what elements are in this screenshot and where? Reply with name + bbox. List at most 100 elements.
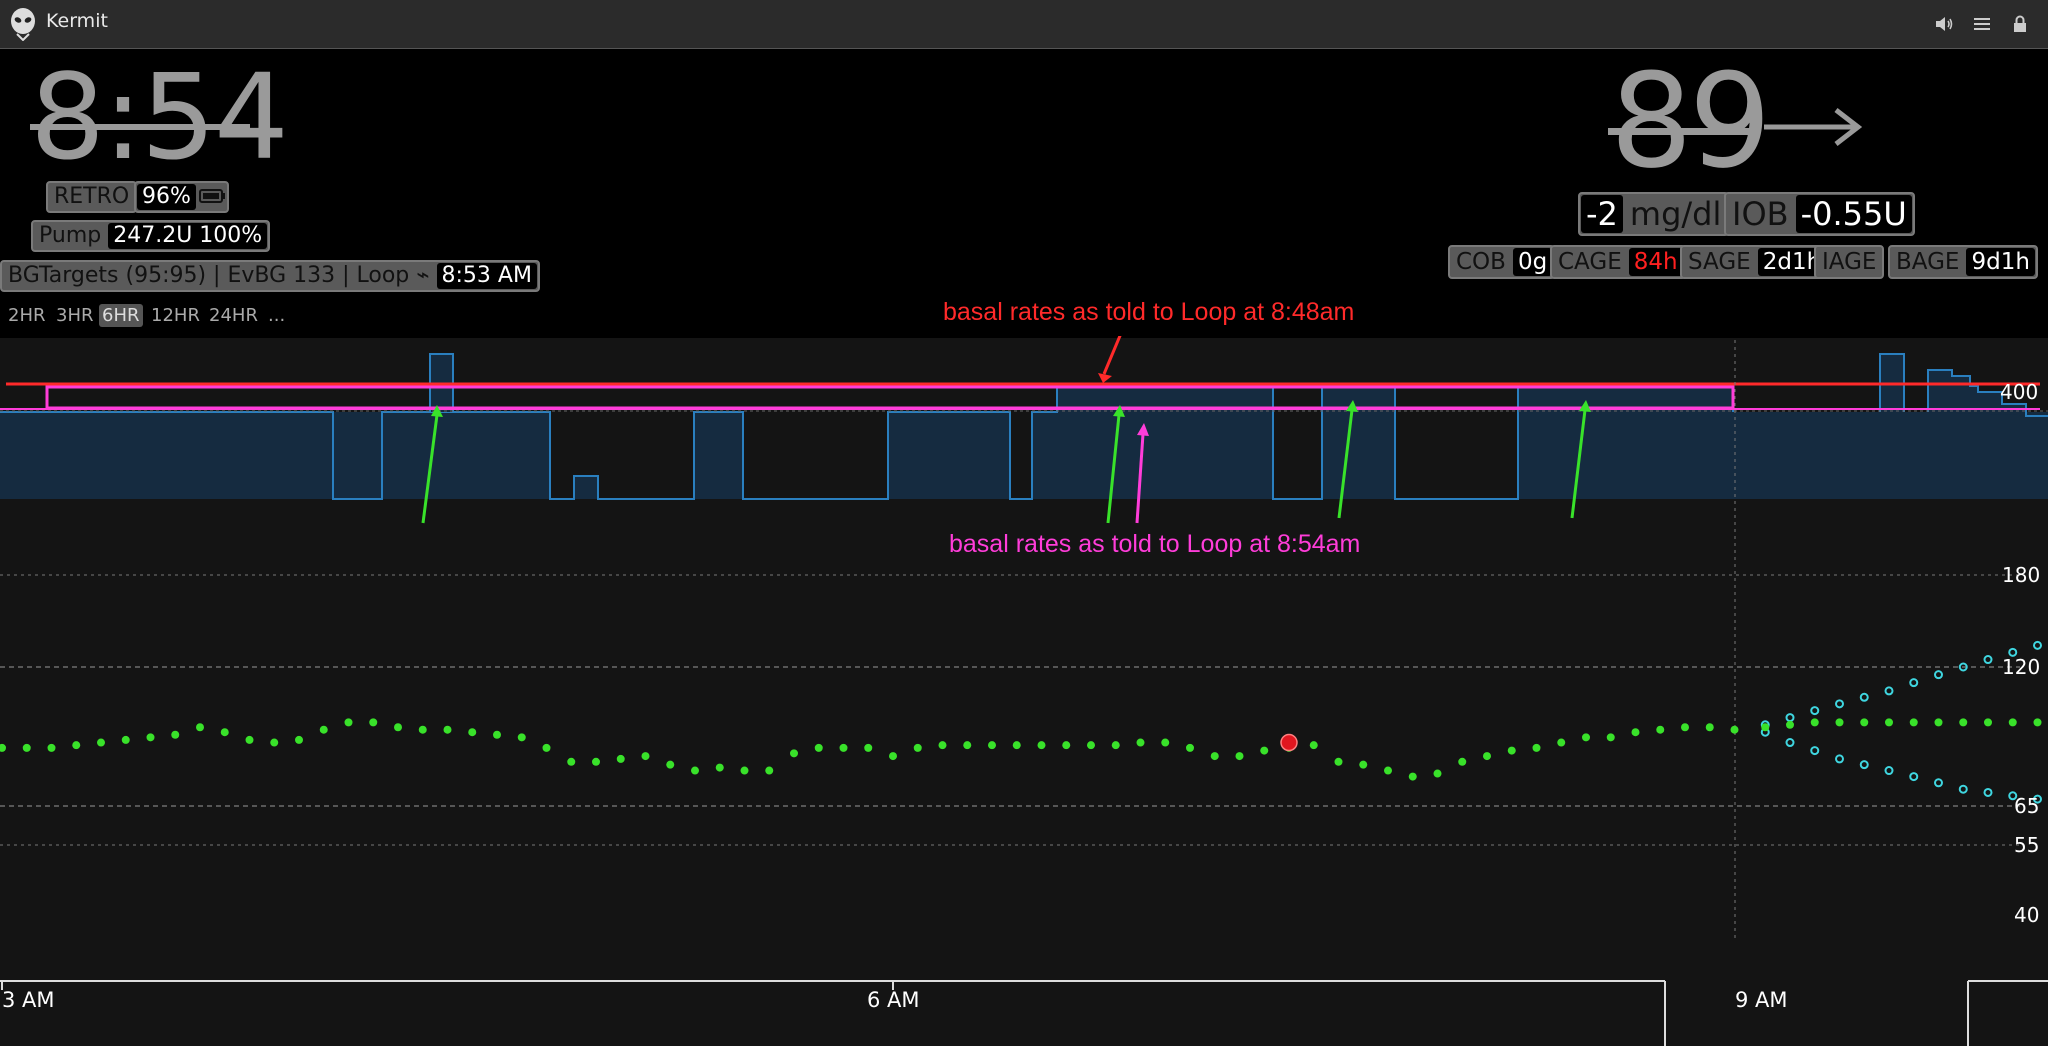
bg-point [1062,741,1071,750]
prediction-low-point [2008,791,2018,801]
y-label-120: 120 [2002,655,2041,679]
bg-point [295,735,303,744]
bg-point [344,718,353,727]
bg-point [517,733,526,742]
bg-point [1557,738,1566,747]
prediction-low-point [1785,738,1795,748]
bg-point [616,754,625,763]
y-label-400: 400 [2000,380,2039,404]
bg-point [1656,725,1665,734]
range-24hr[interactable]: 24HR [209,305,258,326]
prediction-mid-point [2033,718,2042,727]
green-arrow-4 [1570,409,1587,519]
prediction-high-point [1810,706,1820,716]
bg-point [146,733,155,742]
bg-point [369,718,378,727]
bg-point [1161,738,1170,747]
prediction-low-point [1983,787,1993,797]
prediction-high-point [2008,647,2018,657]
bg-point [1235,752,1244,761]
retro-badge: RETRO [46,181,138,213]
bg-point [493,730,501,739]
delta-unit: mg/dl [1629,195,1722,233]
green-arrowhead-4 [1579,400,1591,412]
bg-point [913,743,922,752]
bage-label: BAGE [1896,249,1960,275]
x-label-3am: 3 AM [2,988,55,1012]
bg-point [666,760,675,769]
red-arrow [1102,336,1122,375]
prediction-mid-point [2008,718,2017,727]
prediction-mid-point [1909,718,1918,727]
bg-point [1458,757,1467,766]
range-3hr[interactable]: 3HR [56,305,94,326]
prediction-low-point [1909,772,1919,782]
bg-value: 89 [1610,45,1771,197]
prediction-high-point [1934,670,1943,680]
prediction-mid-point [1934,718,1943,727]
pump-label: Pump [39,223,102,248]
prediction-low-point [1859,760,1869,770]
bg-point [196,723,204,732]
grid-lines [0,340,2020,940]
prediction-points [1760,640,2042,804]
prediction-low-point [1884,766,1894,776]
bg-point [1532,743,1541,752]
bg-point [567,757,576,766]
range-2hr[interactable]: 2HR [8,305,46,326]
bg-point [1582,733,1590,742]
prediction-low-point [1934,778,1943,788]
prediction-low-point [1810,746,1820,756]
bg-point [1408,772,1417,781]
bg-point [1136,738,1145,747]
bg-point [47,743,56,752]
bg-point [220,728,229,737]
bg-point [1631,728,1640,737]
range-12hr[interactable]: 12HR [151,305,200,326]
bg-point [1606,733,1615,742]
bg-point [814,743,823,752]
bg-point [1186,743,1194,752]
menu-icon[interactable] [1970,12,1994,36]
bg-point [121,735,130,744]
alien-logo-icon [11,8,35,41]
cage-badge: CAGE 84h [1550,245,1686,279]
bg-point [542,743,551,752]
loop-status-text: BGTargets (95:95) | EvBG 133 | Loop ⌁ [8,263,430,288]
prediction-low-point [1958,784,1968,794]
green-arrowhead-2 [1113,405,1125,417]
bg-point [592,757,600,766]
prediction-low-point [2033,794,2042,804]
bg-point [765,766,774,775]
bg-point [641,752,650,761]
y-label-55: 55 [2014,833,2040,857]
bg-point [1681,723,1689,732]
volume-icon[interactable] [1932,12,1956,36]
prediction-mid-point [1860,718,1869,727]
range-more[interactable]: ... [268,305,286,326]
highlighted-bg-point[interactable] [1280,733,1298,752]
bg-point [1705,723,1714,732]
bg-point [394,723,402,732]
bg-point [319,725,328,734]
green-arrowhead-3 [1346,400,1358,412]
bg-point [839,743,848,752]
bg-point [270,738,279,747]
delta-value: -2 [1581,195,1623,233]
glucose-chart[interactable] [0,336,2048,1046]
bg-point [963,741,972,750]
iob-label: IOB [1732,195,1789,233]
bg-point [1210,752,1219,761]
current-time: 8:54 [30,48,289,186]
bg-point [1037,741,1046,750]
battery-value: 96% [137,184,196,210]
lock-icon[interactable] [2008,12,2032,36]
range-6hr[interactable]: 6HR [99,304,143,327]
bg-point [1730,725,1739,734]
sage-badge: SAGE 2d1h [1680,245,1830,279]
basal-area [0,385,2048,499]
y-label-65: 65 [2014,794,2040,818]
cob-value: 0g [1512,248,1553,276]
loop-time: 8:53 AM [436,263,537,289]
prediction-high-point [1884,686,1894,696]
